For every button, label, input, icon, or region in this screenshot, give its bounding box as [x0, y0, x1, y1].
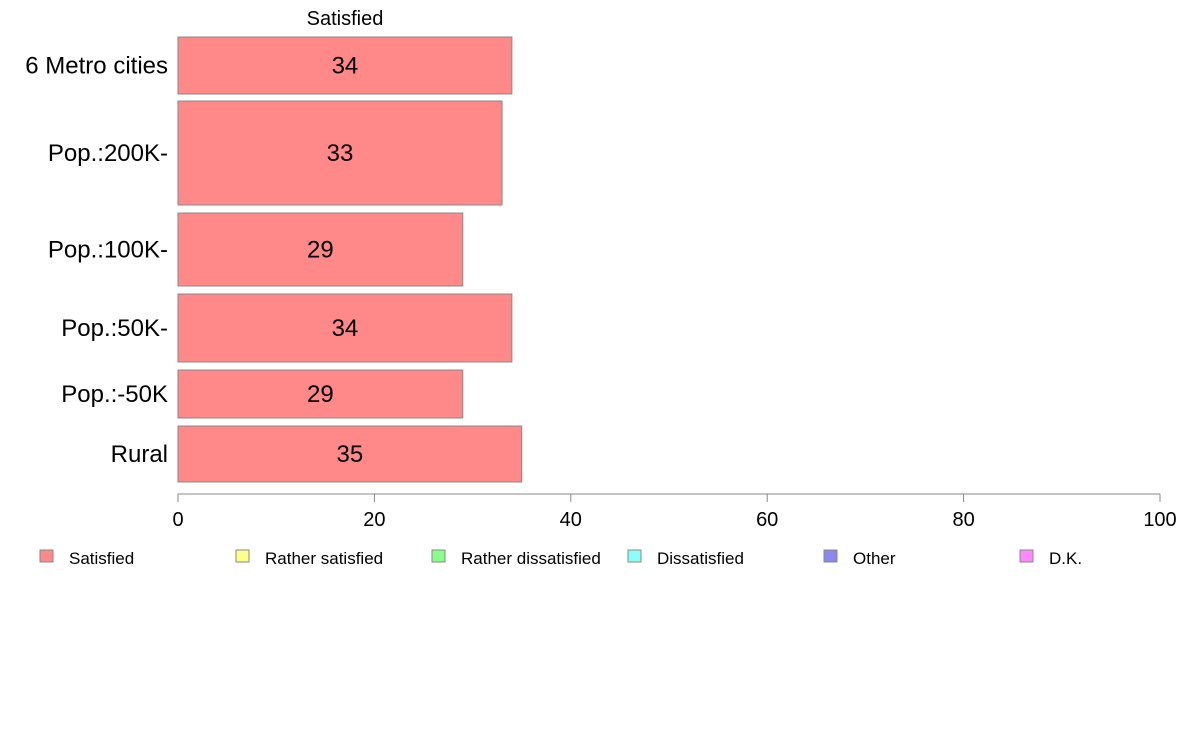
series-title: Satisfied	[307, 8, 384, 30]
bars-group: 6 Metro cities 34 Pop.:200K- 33 Pop.:100K- 29…	[25, 36, 523, 483]
bar-value-label: 35	[336, 441, 363, 468]
category-label: Rural	[111, 441, 168, 468]
legend-swatch	[1019, 549, 1034, 563]
bar	[177, 36, 513, 95]
x-tick-label: 0	[172, 509, 183, 531]
bar	[177, 425, 523, 483]
legend-item: Satisfied	[39, 549, 134, 568]
category-label: Pop.:100K-	[48, 237, 168, 264]
legend-item: Rather dissatisfied	[431, 549, 601, 568]
legend-item: Other	[823, 549, 896, 568]
x-tick-label: 80	[952, 509, 974, 531]
legend-label: Dissatisfied	[657, 549, 744, 568]
legend-label: Rather satisfied	[265, 549, 383, 568]
legend-item: D.K.	[1019, 549, 1082, 568]
legend-swatch	[39, 549, 54, 563]
legend-item: Dissatisfied	[627, 549, 744, 568]
legend-label: D.K.	[1049, 549, 1082, 568]
legend-label: Rather dissatisfied	[461, 549, 601, 568]
bar-value-label: 29	[307, 381, 334, 408]
bar	[177, 212, 464, 287]
bar-value-label: 34	[332, 53, 359, 80]
category-label: Pop.:200K-	[48, 140, 168, 167]
x-tick-label: 20	[363, 509, 385, 531]
bar	[177, 100, 503, 206]
legend-label: Satisfied	[69, 549, 134, 568]
bar-value-label: 29	[307, 237, 334, 264]
bar	[177, 293, 513, 363]
legend-label: Other	[853, 549, 896, 568]
legend-item: Rather satisfied	[235, 549, 383, 568]
x-tick-label: 60	[756, 509, 778, 531]
x-tick-label: 100	[1143, 509, 1176, 531]
legend: Satisfied Rather satisfied Rather dissatis…	[39, 549, 1082, 568]
x-axis: 0 20 40 60 80 100	[172, 493, 1177, 531]
category-label: Pop.:-50K	[61, 381, 168, 408]
legend-swatch	[235, 549, 250, 563]
legend-swatch	[431, 549, 446, 563]
legend-swatch	[627, 549, 642, 563]
category-label: 6 Metro cities	[25, 53, 168, 80]
legend-swatch	[823, 549, 838, 563]
bar	[177, 369, 464, 419]
bar-value-label: 34	[332, 315, 359, 342]
x-tick-label: 40	[560, 509, 582, 531]
category-label: Pop.:50K-	[61, 315, 168, 342]
bar-value-label: 33	[327, 140, 354, 167]
